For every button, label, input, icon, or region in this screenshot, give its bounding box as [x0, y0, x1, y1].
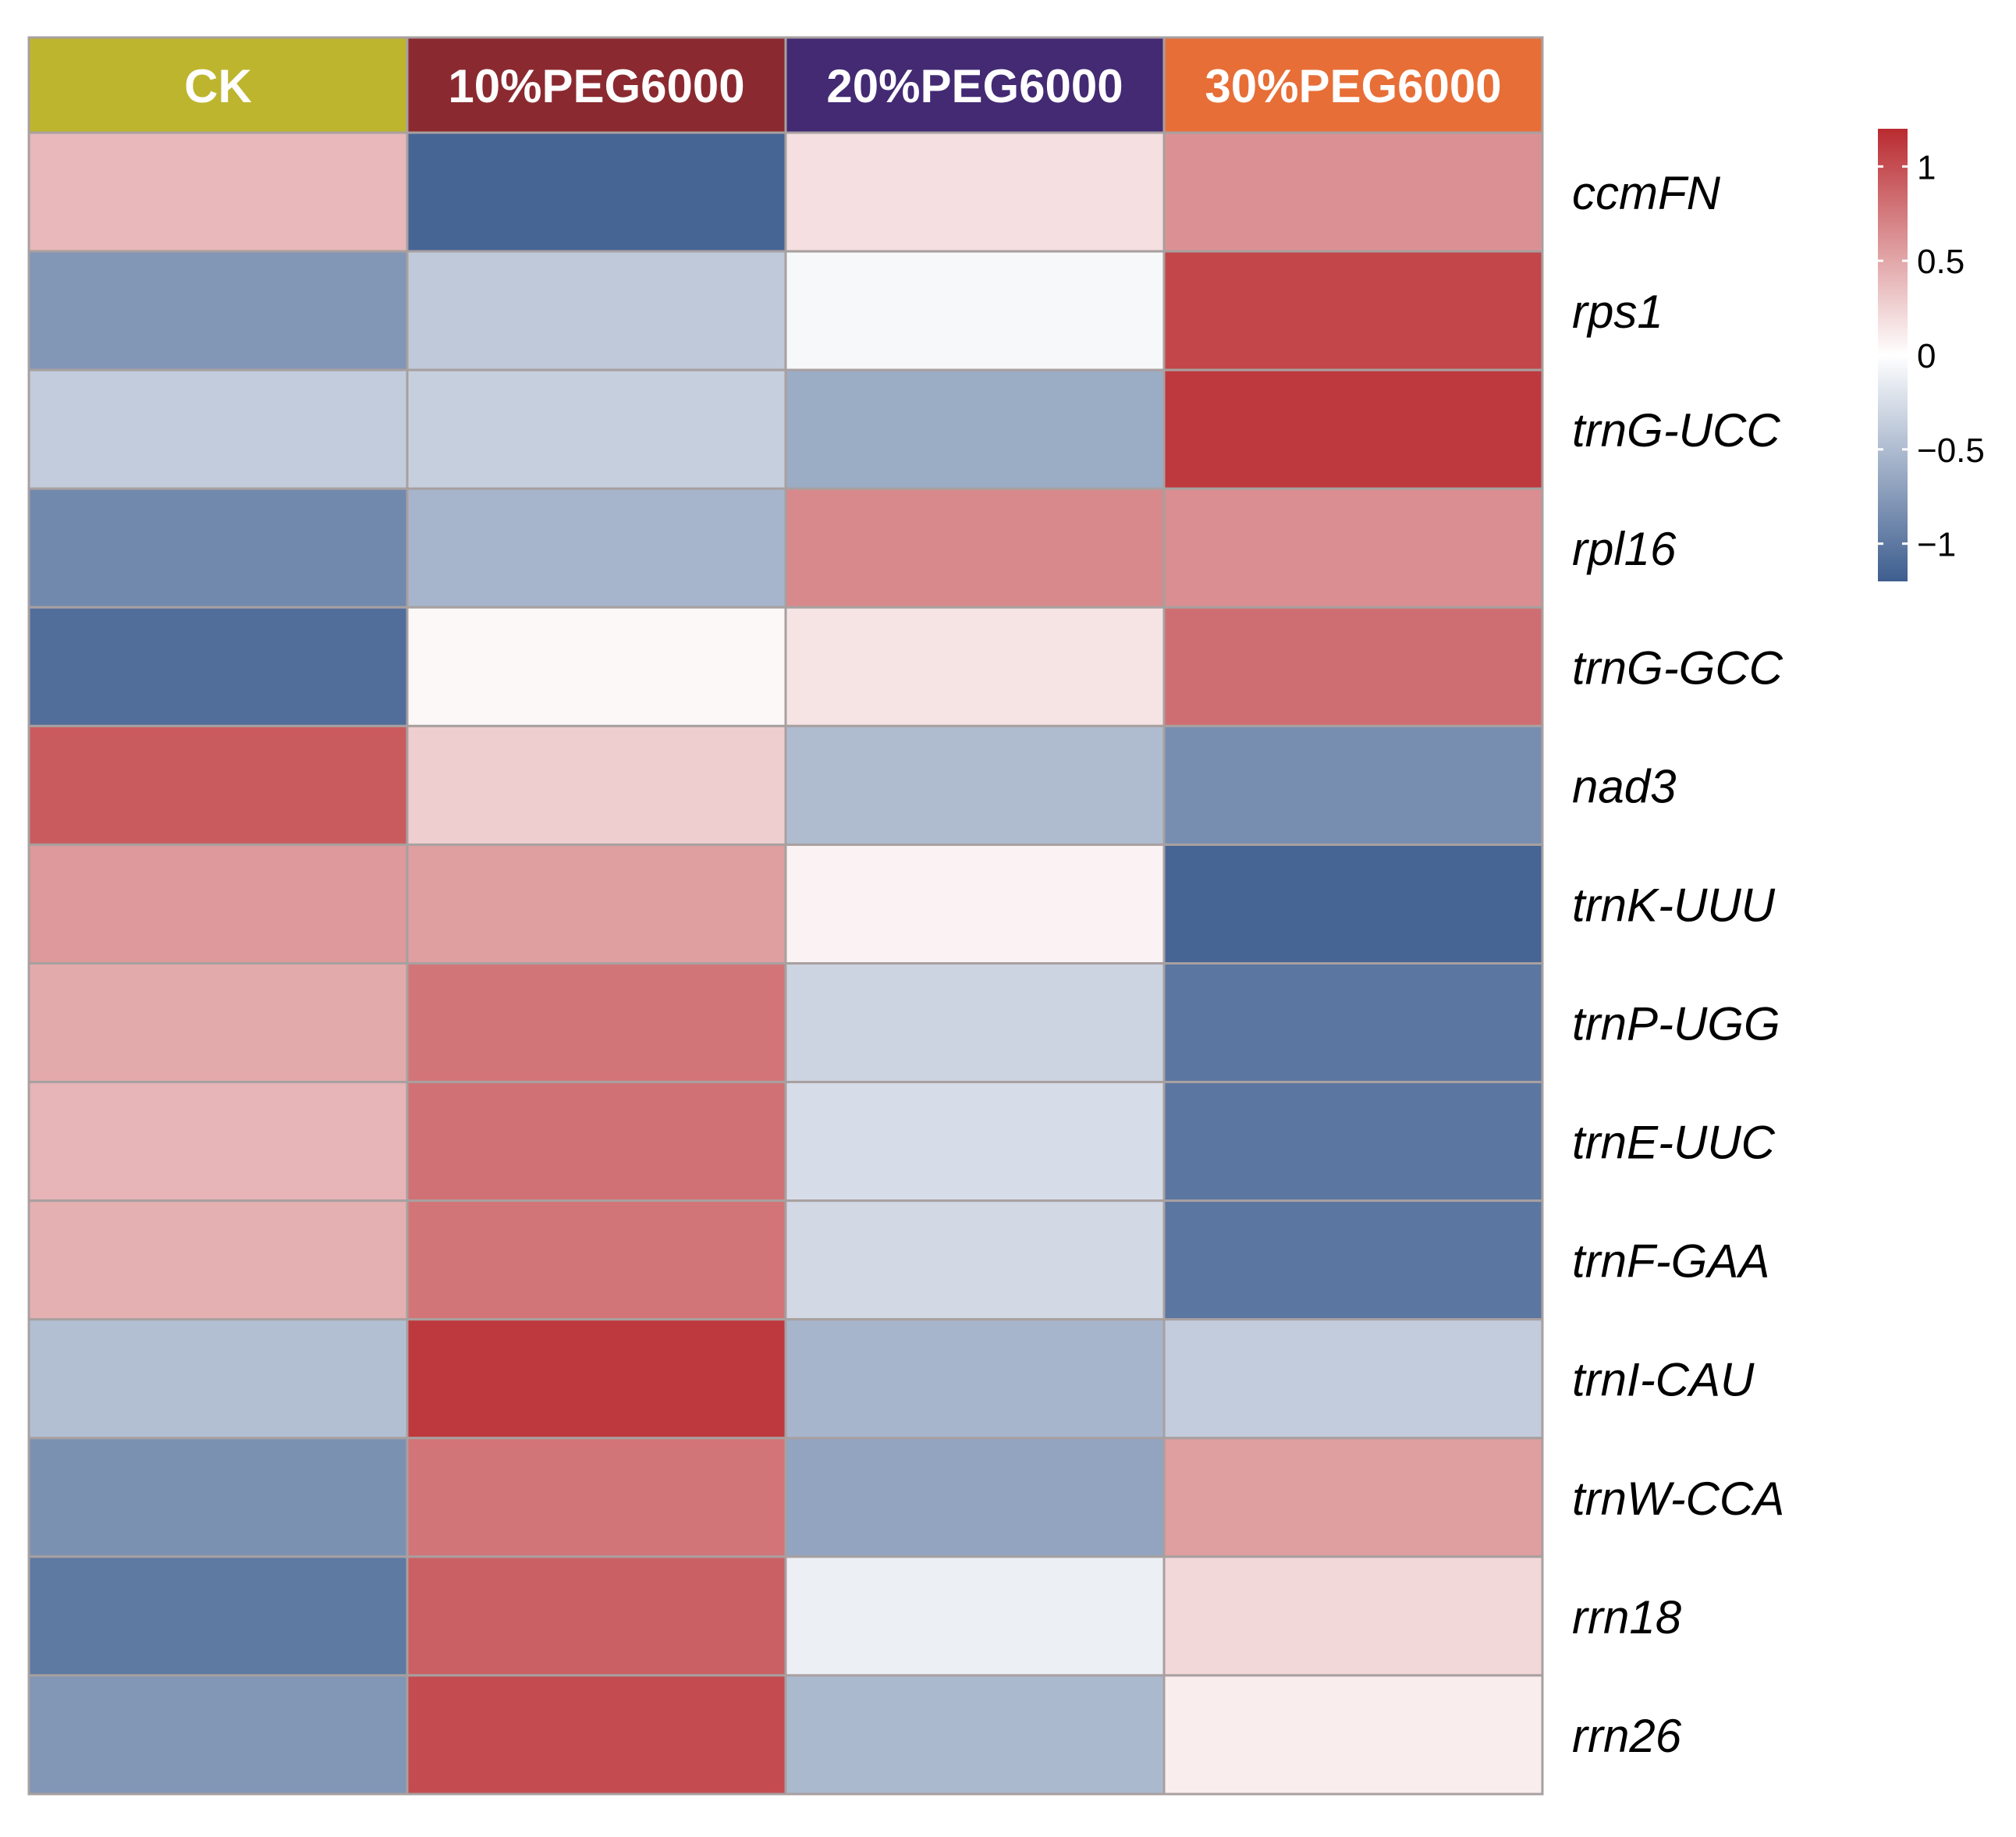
heatmap-cell: [1162, 250, 1544, 371]
heatmap-cell: [784, 1318, 1166, 1440]
row-label: trnW-CCA: [1572, 1473, 1784, 1525]
heatmap-cell: [27, 487, 409, 609]
heatmap-cell: [27, 606, 409, 727]
legend-tick-label: 0.5: [1917, 243, 1965, 281]
heatmap-cell: [406, 1318, 787, 1440]
heatmap-cell: [1162, 131, 1544, 253]
heatmap-cell: [1162, 1555, 1544, 1677]
heatmap-cell: [27, 843, 409, 965]
heatmap-cell: [406, 250, 787, 371]
heatmap-cell: [784, 487, 1166, 609]
heatmap-cell: [784, 961, 1166, 1084]
row-label: ccmFN: [1572, 167, 1721, 219]
row-label: trnG-UCC: [1572, 404, 1780, 457]
heatmap-cell: [406, 487, 787, 609]
column-header-label: 10%PEG6000: [448, 60, 744, 112]
heatmap-cell: [406, 1199, 787, 1321]
heatmap-cell: [406, 1081, 787, 1203]
heatmap-cell: [1162, 368, 1544, 490]
heatmap-cell: [784, 1555, 1166, 1677]
column-header-4: [1162, 36, 1544, 134]
column-header-label: 20%PEG6000: [826, 60, 1123, 112]
heatmap-cell: [406, 1437, 787, 1558]
heatmap-cell: [27, 1318, 409, 1440]
heatmap-cell: [1162, 1318, 1544, 1440]
heatmap-cells: [27, 131, 1544, 1796]
heatmap-cell: [1162, 1081, 1544, 1203]
heatmap-cell: [1162, 961, 1544, 1084]
row-label: trnG-GCC: [1572, 641, 1784, 694]
row-label: trnI-CAU: [1572, 1354, 1755, 1406]
column-header-bar: CK 10%PEG6000 20%PEG6000 30%PEG6000: [27, 36, 1544, 134]
column-header-2: [406, 36, 787, 134]
heatmap-cell: [27, 1555, 409, 1677]
heatmap-cell: [784, 1674, 1166, 1796]
heatmap-cell: [784, 724, 1166, 846]
heatmap-cell: [784, 131, 1166, 253]
heatmap-cell: [1162, 1674, 1544, 1796]
heatmap-cell: [27, 131, 409, 253]
heatmap-cell: [406, 606, 787, 727]
heatmap-cell: [1162, 1437, 1544, 1558]
legend-tick-label: −0.5: [1917, 432, 1985, 470]
heatmap-cell: [406, 961, 787, 1084]
heatmap-cell: [27, 250, 409, 371]
column-header-label: CK: [184, 60, 252, 112]
column-header-label: 30%PEG6000: [1205, 60, 1501, 112]
color-legend: 1 0.5 0 −0.5 −1: [1878, 129, 1985, 581]
heatmap-cell: [27, 961, 409, 1084]
heatmap-cell: [406, 724, 787, 846]
heatmap-cell: [406, 1674, 787, 1796]
heatmap-cell: [1162, 843, 1544, 965]
column-header-3: [784, 36, 1166, 134]
heatmap-cell: [784, 1199, 1166, 1321]
heatmap-cell: [784, 1081, 1166, 1203]
heatmap-cell: [27, 724, 409, 846]
row-label: trnP-UGG: [1572, 998, 1780, 1050]
heatmap-cell: [27, 1674, 409, 1796]
heatmap-cell: [27, 1199, 409, 1321]
legend-tick-label: 0: [1917, 337, 1936, 375]
heatmap-cell: [406, 843, 787, 965]
heatmap-cell: [784, 606, 1166, 727]
row-label: nad3: [1572, 760, 1676, 812]
heatmap-cell: [1162, 487, 1544, 609]
row-label: rrn26: [1572, 1710, 1682, 1762]
heatmap-cell: [27, 368, 409, 490]
heatmap-cell: [1162, 606, 1544, 727]
row-label: trnE-UUC: [1572, 1117, 1776, 1169]
row-labels: ccmFN rps1 trnG-UCC rpl16 trnG-GCC nad3 trnK-U…: [1572, 167, 1784, 1762]
heatmap-cell: [784, 843, 1166, 965]
heatmap-cell: [406, 368, 787, 490]
row-label: rrn18: [1572, 1591, 1682, 1643]
legend-tick-label: −1: [1917, 526, 1956, 564]
row-label: rpl16: [1572, 523, 1677, 575]
row-label: rps1: [1572, 286, 1663, 338]
row-label: trnK-UUU: [1572, 879, 1776, 931]
heatmap-cell: [1162, 724, 1544, 846]
heatmap-cell: [1162, 1199, 1544, 1321]
heatmap-cell: [784, 368, 1166, 490]
heatmap-cell: [784, 250, 1166, 371]
heatmap-cell: [406, 131, 787, 253]
heatmap-cell: [784, 1437, 1166, 1558]
heatmap-cell: [27, 1081, 409, 1203]
legend-tick-label: 1: [1917, 148, 1936, 187]
column-header-1: [27, 36, 409, 134]
heatmap-cell: [27, 1437, 409, 1558]
row-label: trnF-GAA: [1572, 1235, 1769, 1288]
heatmap-cell: [406, 1555, 787, 1677]
